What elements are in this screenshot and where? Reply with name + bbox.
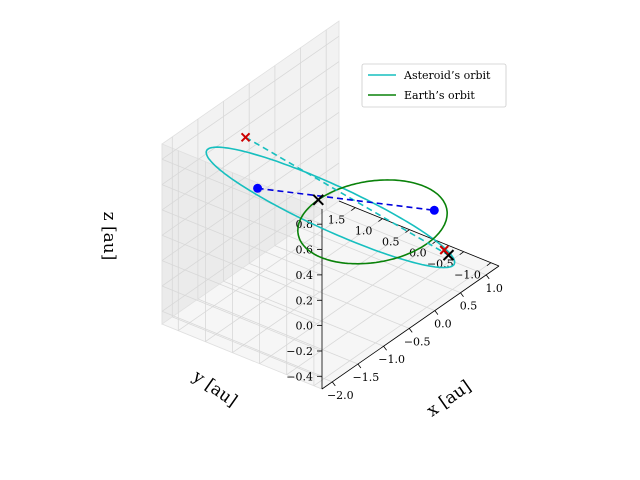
- grid-lines: [161, 29, 492, 387]
- x-axis-line: [321, 265, 500, 390]
- legend-label-asteroid: Asteroid’s orbit: [403, 69, 491, 82]
- dot-marker-5: [429, 205, 439, 215]
- grid-line-x-floor-5: [300, 227, 461, 294]
- grid-line-z-back-2: [161, 137, 340, 261]
- dot-marker-4: [253, 183, 263, 193]
- x-tick-mark-5: [460, 292, 464, 297]
- legend-label-earth: Earth’s orbit: [404, 89, 475, 102]
- y-tick-label-5: 1.5: [328, 214, 346, 227]
- z-tick-label-2: 0.0: [296, 320, 314, 333]
- grid-line-z-back-1: [161, 162, 340, 287]
- grid-line-y-floor-5: [178, 207, 356, 331]
- x-tick-mark-0: [331, 381, 336, 387]
- y-tick-label-2: 0.0: [409, 247, 427, 260]
- grid-line-z-back-0: [161, 187, 340, 312]
- x-marker-2: [240, 132, 251, 143]
- grid-line-x-floor-3: [249, 263, 410, 329]
- y-tick-mark-4: [378, 218, 383, 222]
- grid-line-z-side-5: [161, 184, 323, 250]
- grid-line-x-floor-2: [223, 280, 384, 347]
- z-tick-label-0: −0.4: [286, 370, 313, 383]
- z-axis-label: z [au]: [99, 212, 119, 261]
- y-tick-label-3: 0.5: [382, 236, 400, 249]
- x-marker-stroke-b-2: [240, 132, 251, 143]
- grid-line-z-side-4: [161, 209, 323, 276]
- grid-line-z-back-4: [161, 86, 340, 211]
- x-tick-mark-2: [383, 345, 387, 351]
- y-tick-mark-1: [459, 251, 464, 256]
- x-tick-label-2: −1.0: [378, 353, 405, 366]
- x-marker-stroke-b-1: [442, 249, 455, 261]
- axis-lines: [317, 200, 500, 390]
- y-tick-label-4: 1.0: [355, 225, 373, 238]
- grid-line-z-side-3: [161, 234, 323, 301]
- x-marker-stroke-b-0: [312, 194, 324, 206]
- x-tick-label-0: −2.0: [327, 389, 354, 402]
- z-tick-label-4: 0.4: [296, 269, 314, 282]
- x-tick-mark-1: [357, 363, 362, 369]
- y-axis-line: [338, 200, 500, 267]
- grid-line-x-floor-0: [172, 316, 333, 383]
- x-tick-mark-6: [485, 274, 490, 280]
- grid-line-z-side-0: [161, 310, 323, 377]
- grid-line-z-side-1: [161, 285, 323, 352]
- grid-line-x-floor-4: [274, 245, 436, 311]
- x-tick-label-5: 0.5: [460, 300, 478, 313]
- grid-line-z-back-6: [161, 35, 340, 160]
- grid-line-z-side-6: [161, 158, 323, 225]
- x-tick-label-1: −1.5: [353, 371, 380, 384]
- x-tick-label-3: −0.5: [404, 335, 431, 348]
- series-ellipse-0: [205, 146, 456, 269]
- y-tick-mark-5: [351, 207, 356, 211]
- legend: Asteroid’s orbit Earth’s orbit: [361, 63, 507, 108]
- y-axis-label: y [au]: [188, 366, 241, 411]
- series-dashed-segment-2: [245, 136, 449, 256]
- grid-line-z-back-5: [161, 61, 340, 185]
- x-marker-0: [312, 194, 324, 206]
- x-marker-3: [439, 245, 449, 255]
- x-tick-mark-4: [434, 310, 439, 315]
- y-tick-label-1: −0.5: [427, 258, 454, 271]
- grid-line-y-floor-3: [232, 229, 410, 353]
- x-marker-stroke-b-3: [439, 245, 449, 255]
- grid-line-z-back-3: [161, 111, 340, 236]
- grid-line-x-floor-6: [326, 209, 487, 276]
- series-layer: [205, 136, 456, 269]
- x-tick-label-6: 1.0: [485, 282, 503, 295]
- y-tick-label-0: −1.0: [454, 269, 481, 282]
- grid-line-y-floor-0: [313, 262, 492, 387]
- grid-line-y-floor-1: [286, 251, 464, 376]
- legend-box: [361, 63, 507, 108]
- grid-line-x-floor-1: [197, 298, 359, 365]
- grid-line-y-floor-4: [205, 218, 383, 342]
- y-tick-mark-0: [486, 262, 492, 267]
- z-tick-label-5: 0.6: [296, 244, 314, 257]
- y-tick-mark-3: [405, 229, 410, 233]
- series-ellipse-1: [296, 179, 449, 265]
- grid-line-z-side-2: [161, 260, 323, 326]
- z-tick-label-3: 0.2: [296, 294, 314, 307]
- x-tick-label-4: 0.0: [434, 318, 452, 331]
- marker-layer: [240, 132, 455, 261]
- z-tick-label-1: −0.2: [286, 345, 313, 358]
- x-tick-mark-3: [408, 328, 413, 333]
- x-axis-label: x [au]: [423, 377, 475, 422]
